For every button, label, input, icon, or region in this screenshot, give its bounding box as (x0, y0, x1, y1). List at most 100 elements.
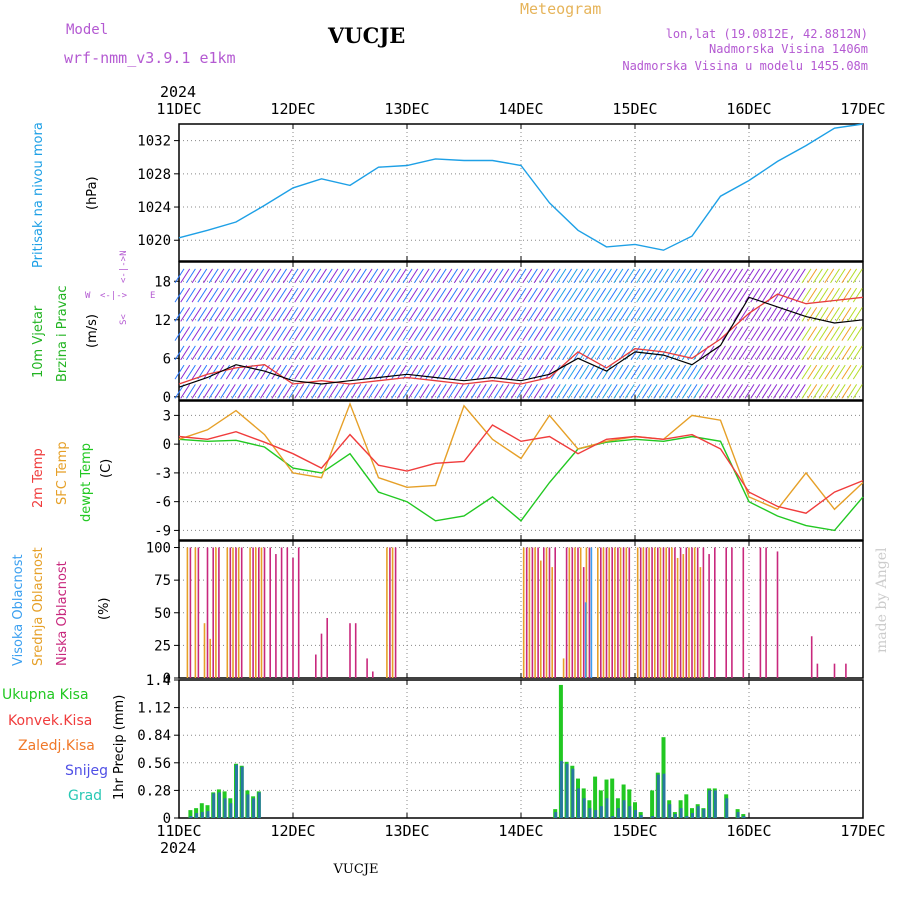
wind-barb (351, 326, 362, 341)
wind-barb (442, 345, 453, 361)
wind-barb (220, 345, 231, 361)
svg-text:<-|->N: <-|->N (119, 250, 129, 283)
wind-barb (459, 268, 470, 284)
wind-barb (733, 384, 744, 399)
wind-barb (391, 307, 402, 322)
wind-speed-line (178, 296, 864, 388)
precip-snow-bar (702, 809, 706, 818)
y-tick-label: 0 (163, 671, 171, 687)
wind-barb (778, 345, 789, 361)
wind-barb (311, 287, 322, 303)
wind-barb (698, 384, 709, 399)
wind-barb (596, 307, 607, 322)
wind-barb (533, 345, 544, 361)
wind-barb (773, 268, 783, 284)
wind-barb (419, 384, 430, 399)
wind-barb (647, 268, 658, 284)
wind-barb (784, 307, 795, 322)
wind-barb (402, 364, 413, 380)
wind-barb (368, 364, 379, 380)
wind-barb (231, 326, 242, 341)
wind-barb (550, 307, 561, 322)
wind-barb (710, 268, 721, 284)
wind-barb (482, 307, 493, 322)
wind-barb (208, 268, 219, 284)
wind-compass-icon: W <-|-> E <-|->N S< (85, 250, 155, 325)
wind-barb (573, 364, 584, 380)
wind-barb (436, 326, 447, 341)
wind-barb (197, 287, 208, 303)
wind-barb (516, 287, 527, 303)
wind-barb (493, 326, 504, 341)
pressure-line (178, 123, 864, 251)
wind-barb (419, 364, 430, 380)
wind-barb (180, 307, 191, 322)
wind-barb (613, 345, 624, 361)
wind-barb (328, 307, 339, 322)
wind-barb (431, 307, 441, 322)
wind-barb (767, 326, 778, 341)
x-tick-label: 15DEC (612, 822, 657, 840)
wind-barb (795, 326, 806, 341)
wind-barb (784, 287, 795, 303)
wind-barb (311, 384, 322, 399)
pressure-ylabel: Pritisak na nivou mora (31, 122, 46, 268)
wind-barb (305, 326, 316, 341)
wind-barb (476, 287, 487, 303)
wind-barb (265, 268, 276, 284)
wind-barb (453, 287, 464, 303)
precip-snow-bar (691, 813, 694, 818)
wind-barb (647, 326, 658, 341)
wind-barb (277, 364, 288, 380)
wind-barb (391, 345, 402, 361)
wind-barb (174, 287, 185, 303)
wind-barb (488, 345, 498, 361)
wind-barb (470, 345, 481, 361)
wind-barb (750, 307, 761, 322)
wind-barb (185, 364, 196, 380)
wind-barb (453, 307, 464, 322)
wind-barb (185, 307, 196, 322)
wind-barb (260, 307, 270, 322)
wind-barb (208, 345, 219, 361)
temp-label-sfc: SFC Temp (55, 441, 70, 505)
wind-barb (374, 287, 384, 303)
wind-barb (505, 307, 516, 322)
wind-barb (248, 326, 259, 341)
wind-barb (499, 345, 510, 361)
wind-barb (847, 384, 858, 399)
wind-barb (214, 268, 225, 284)
wind-barb (607, 307, 618, 322)
wind-barb (345, 326, 356, 341)
wind-barb (408, 268, 419, 284)
wind-barb (602, 326, 612, 341)
precip-label-conv: Konvek.Kisa (8, 713, 92, 729)
wind-barb (567, 287, 578, 303)
wind-barb (493, 345, 504, 361)
wind-barb (339, 268, 350, 284)
wind-barb (374, 268, 384, 284)
wind-barb (305, 268, 316, 284)
wind-barb (704, 384, 715, 399)
precip-snow-bar (559, 760, 563, 818)
y-tick-label: 0 (163, 437, 171, 453)
wind-barb (237, 345, 248, 361)
wind-barb (556, 268, 567, 284)
precip-snow-bar (252, 798, 256, 818)
wind-barb (755, 326, 766, 341)
precip-total-bar (199, 803, 204, 818)
wind-barb (442, 307, 453, 322)
wind-barb (470, 268, 481, 284)
panel-precip: 0 0.28 0.56 0.84 1.12 1.4 (137, 673, 864, 827)
wind-barb (174, 268, 185, 284)
wind-barb (852, 287, 863, 303)
wind-barb (220, 307, 231, 322)
temp2m-line (178, 424, 864, 514)
wind-barb (408, 384, 419, 399)
wind-barb (790, 345, 801, 361)
wind-barb (533, 364, 544, 380)
precip-snow-bar (588, 808, 592, 818)
wind-barb (442, 364, 453, 380)
wind-barb (413, 307, 424, 322)
wind-barb (841, 307, 852, 322)
